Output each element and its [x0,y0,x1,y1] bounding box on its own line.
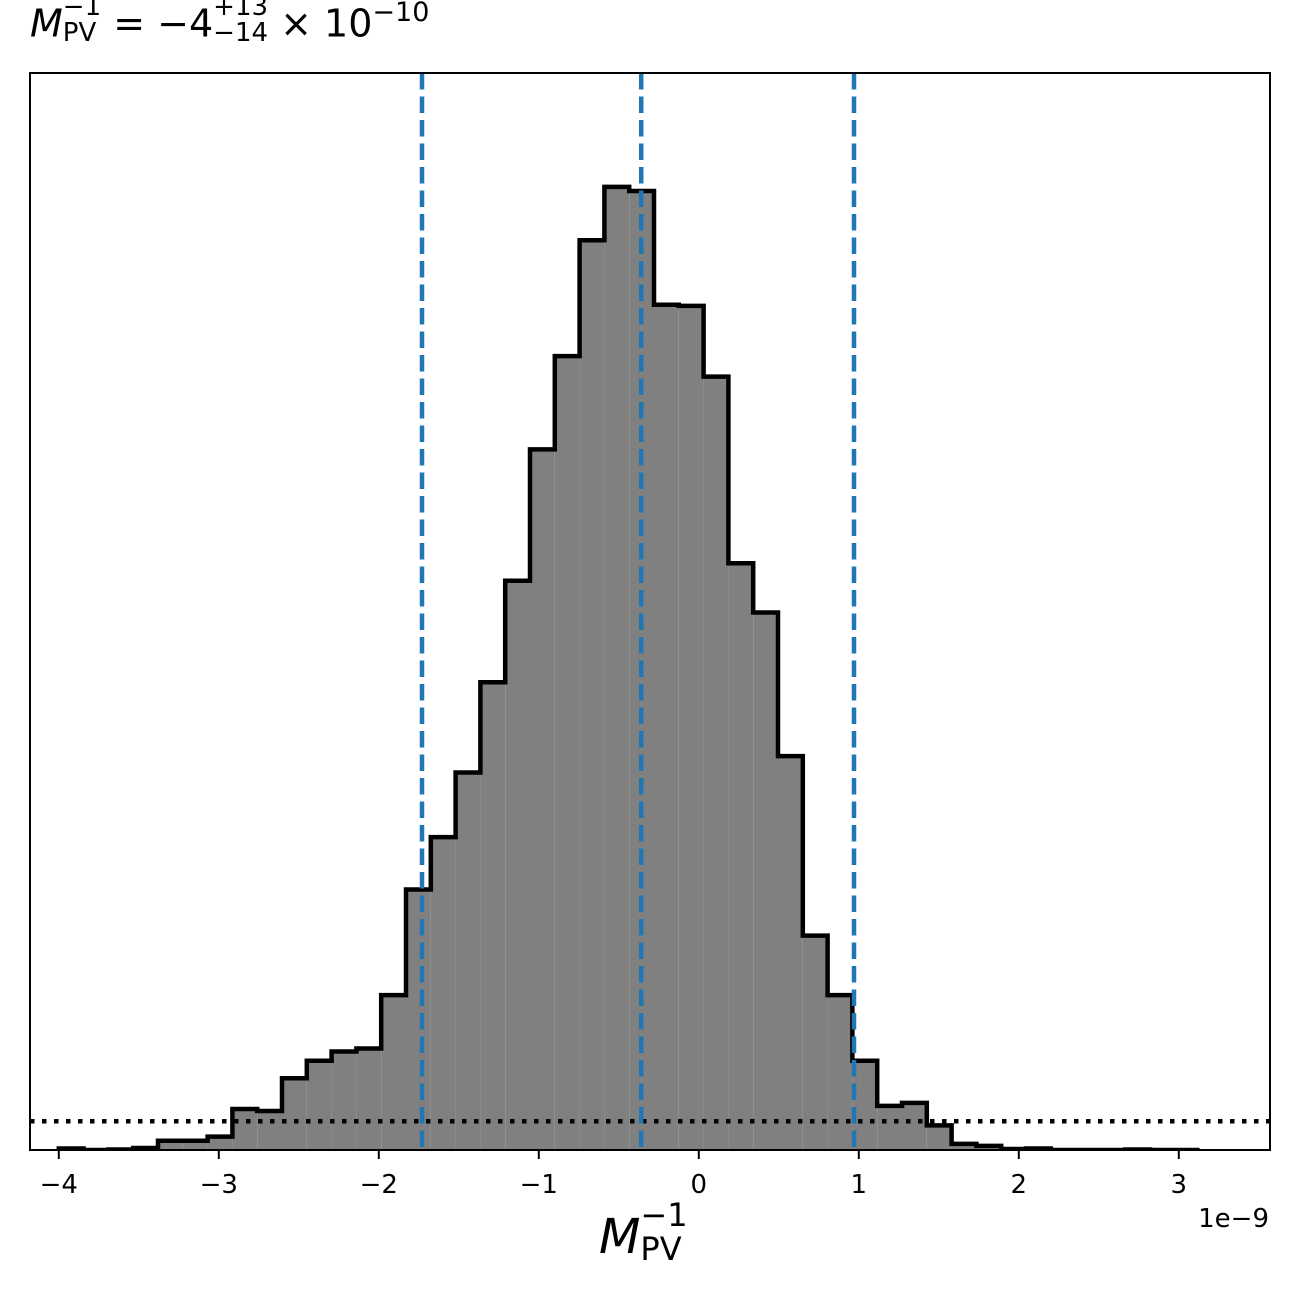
histogram-bar [257,1111,282,1150]
histogram-bar [951,1143,977,1150]
x-tick-label: −2 [360,1170,398,1200]
x-tick-label: 0 [691,1170,708,1200]
histogram-bar [852,1060,878,1150]
x-axis-label: M −1 PV [599,1198,688,1274]
title-exponent: −10 [372,0,430,28]
histogram-bar [158,1140,183,1150]
histogram-bar [877,1105,902,1150]
title-equals: = [101,1,158,46]
title-lower-error: −14 [213,18,269,48]
histogram-bar [753,612,778,1150]
x-tick-label: −4 [40,1170,78,1200]
histogram-bar [455,772,481,1150]
x-axis-indices: −1 PV [640,1198,687,1266]
title-value: −4 [157,1,214,46]
x-tick-label: −3 [200,1170,238,1200]
x-tick-label: −1 [520,1170,558,1200]
histogram-bar [530,449,555,1150]
title-errors: +13 −14 [213,0,268,46]
histogram-bar [282,1078,307,1150]
histogram-bar [579,240,605,1151]
histogram-bar [802,935,828,1150]
histogram-bar [480,682,506,1150]
title-symbol: M [30,1,63,46]
x-axis-sup: −1 [640,1196,688,1234]
histogram-bar [232,1108,258,1150]
histogram-bar [331,1051,357,1150]
histogram-bar [406,889,431,1150]
histogram-bar [430,837,456,1150]
x-tick-label: 1 [851,1170,868,1200]
histogram-bar [703,376,729,1150]
title-symbol-sup: −1 [62,0,102,22]
histogram-bar [926,1125,952,1150]
title-symbol-sub: PV [62,18,97,48]
x-axis-sub: PV [640,1230,682,1268]
title-symbol-indices: −1 PV [63,0,101,46]
histogram-bar [356,1048,382,1150]
x-axis-offset-label: 1e−9 [1198,1204,1269,1234]
x-tick-label: 2 [1011,1170,1028,1200]
plot-area: −4 −3 −2 −1 0 1 2 3 [29,72,1271,1200]
histogram-bar [182,1140,208,1150]
histogram-bar [381,995,406,1150]
plot-frame [29,72,1271,1151]
histogram-bar [728,563,754,1150]
histogram-bar [902,1102,927,1150]
histogram-bar [505,580,530,1150]
histogram-bar [827,995,853,1150]
title-times: × 10 [268,1,373,46]
chart-title: M −1 PV = −4 +13 −14 × 10−10 [30,0,429,66]
histogram-outline [56,184,1200,1150]
x-axis-symbol: M [599,1209,641,1265]
histogram-bar [604,186,630,1151]
histogram-bar [654,304,679,1151]
histogram-bar [306,1060,332,1150]
histogram-bar [778,756,803,1150]
title-upper-error: +13 [213,0,269,22]
histogram-bar [207,1136,233,1150]
x-tick-label: 3 [1171,1170,1188,1200]
histogram-bar [554,356,580,1150]
histogram-bar [678,305,704,1150]
